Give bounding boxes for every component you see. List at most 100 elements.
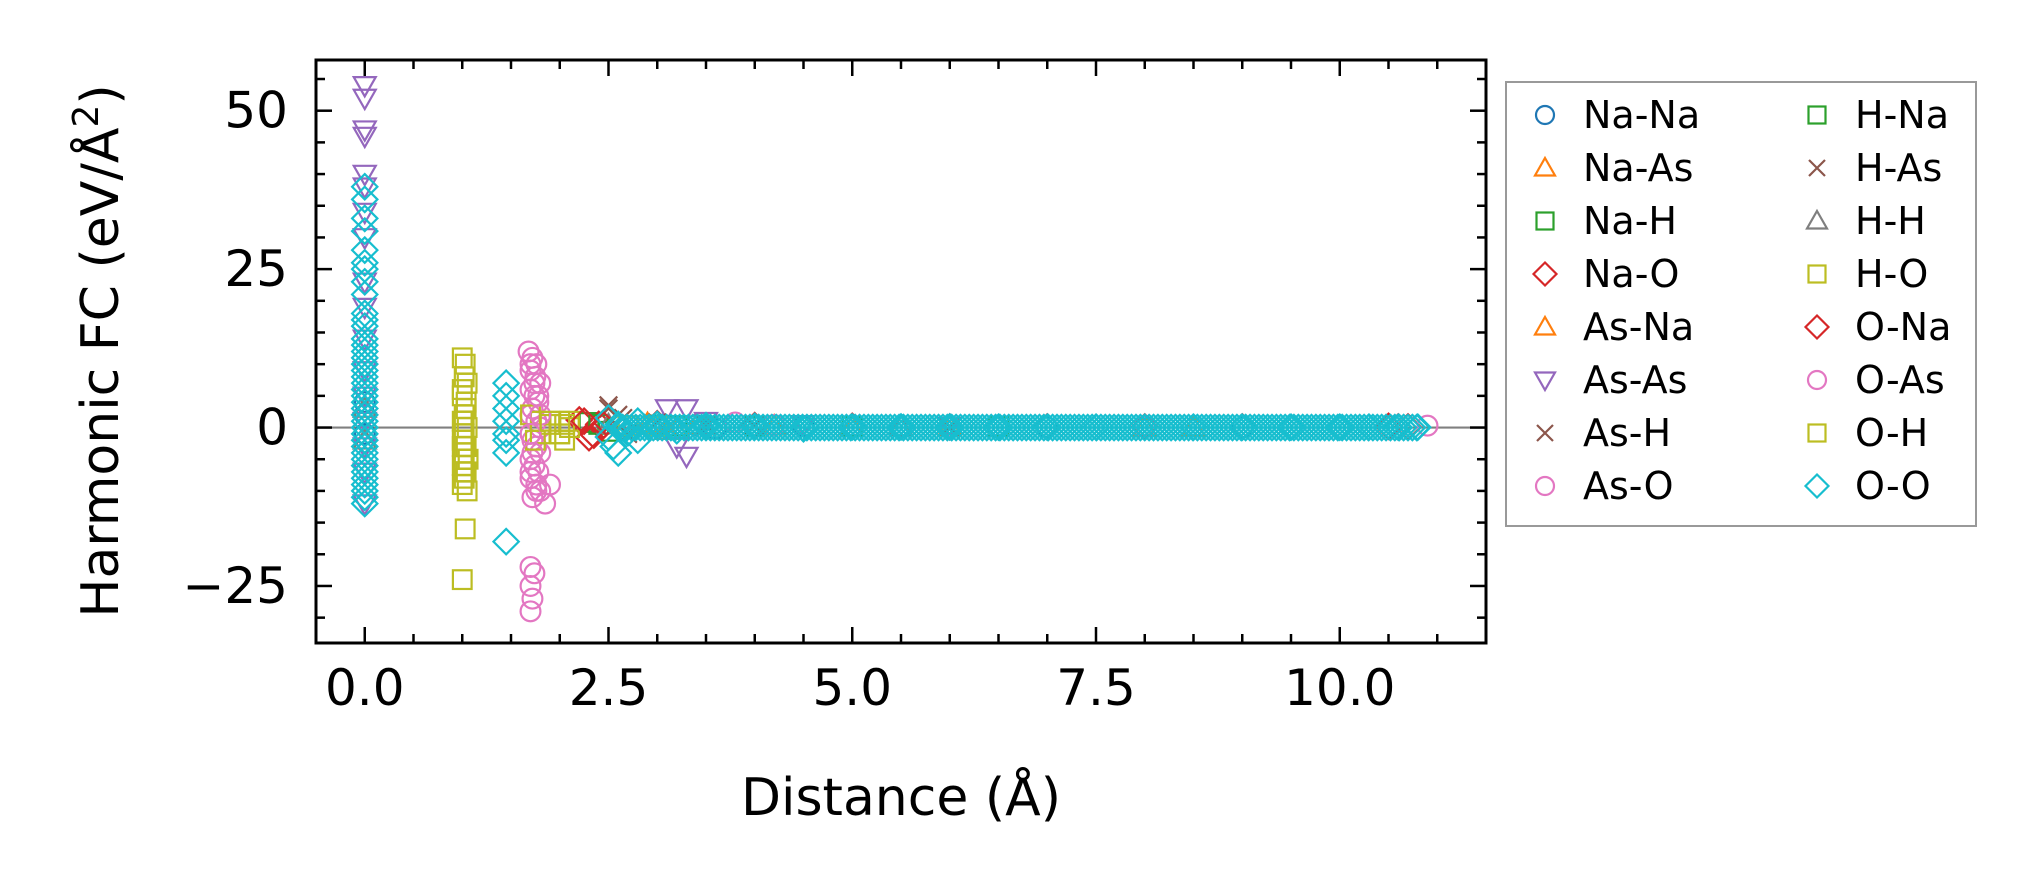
marker-o-o bbox=[491, 419, 521, 449]
legend-marker-as-h bbox=[1536, 424, 1554, 442]
marker-o-o bbox=[1402, 413, 1431, 442]
marker-o-o bbox=[350, 489, 379, 518]
y-tick-label: 0 bbox=[256, 399, 288, 457]
marker-as-as bbox=[673, 399, 700, 422]
marker-o-o bbox=[491, 407, 521, 436]
legend-marker-as-o bbox=[1534, 475, 1556, 497]
x-tick-label: 2.5 bbox=[569, 659, 649, 717]
y-axis-label: Harmonic FC (eV/Å2) bbox=[66, 84, 131, 617]
legend-marker-na-o bbox=[1531, 260, 1559, 288]
legend: Na-Na Na-As Na-H Na-O As-Na As-As As-H As-O H-Na… bbox=[1505, 81, 1977, 527]
y-tick-label: −25 bbox=[182, 557, 288, 615]
marker-o-h bbox=[453, 461, 475, 483]
legend-label-na-as: Na-As bbox=[1583, 146, 1693, 190]
marker-o-o bbox=[350, 267, 379, 296]
legend-marker-na-as bbox=[1533, 155, 1557, 177]
marker-o-o bbox=[350, 216, 379, 246]
marker-o-o bbox=[350, 476, 379, 506]
legend-label-h-na: H-Na bbox=[1855, 93, 1949, 137]
legend-marker-as-as bbox=[1533, 371, 1557, 393]
legend-marker-o-o bbox=[1803, 472, 1831, 500]
marker-o-o bbox=[350, 483, 379, 512]
legend-label-as-o: As-O bbox=[1583, 464, 1673, 508]
marker-o-o bbox=[1389, 413, 1418, 442]
marker-h-o bbox=[454, 518, 476, 540]
legend-marker-na-h bbox=[1535, 211, 1555, 231]
marker-as-as bbox=[351, 75, 378, 99]
legend-label-h-o: H-O bbox=[1855, 252, 1928, 296]
legend-label-as-as: As-As bbox=[1583, 358, 1687, 402]
marker-as-as bbox=[654, 399, 680, 422]
legend-marker-h-na bbox=[1807, 105, 1827, 125]
marker-as-as bbox=[351, 202, 378, 226]
scatter-markers bbox=[350, 75, 1439, 623]
legend-label-o-na: O-Na bbox=[1855, 305, 1951, 349]
legend-label-h-as: H-As bbox=[1855, 146, 1942, 190]
marker-o-as bbox=[519, 422, 542, 445]
marker-o-o bbox=[350, 235, 379, 265]
marker-o-as bbox=[523, 372, 546, 395]
legend-label-h-h: H-H bbox=[1855, 199, 1926, 243]
legend-marker-h-h bbox=[1805, 208, 1829, 230]
y-tick-label: 25 bbox=[224, 240, 288, 298]
x-tick-label: 0.0 bbox=[325, 659, 405, 717]
marker-o-as bbox=[525, 479, 548, 502]
marker-o-o bbox=[604, 438, 633, 468]
plot-frame bbox=[314, 58, 1488, 645]
marker-as-as bbox=[351, 120, 378, 143]
marker-as-o bbox=[521, 587, 544, 610]
marker-o-h bbox=[451, 436, 473, 458]
marker-as-as bbox=[351, 164, 378, 188]
marker-o-o bbox=[1393, 413, 1423, 442]
marker-o-o bbox=[491, 527, 521, 556]
marker-as-as bbox=[351, 88, 378, 112]
legend-label-as-h: As-H bbox=[1583, 411, 1671, 455]
x-tick-label: 7.5 bbox=[1056, 659, 1136, 717]
marker-as-o bbox=[523, 562, 546, 585]
y-axis-label-sup: 2 bbox=[66, 105, 107, 128]
marker-o-h bbox=[455, 398, 477, 419]
axis-tick-labels: 0.0 2.5 5.0 7.5 10.0 −25 0 25 50 bbox=[182, 82, 1395, 717]
marker-as-as bbox=[351, 177, 378, 200]
marker-as-as bbox=[351, 272, 378, 296]
marker-as-o bbox=[521, 486, 544, 509]
marker-o-o bbox=[350, 204, 379, 233]
marker-as-as bbox=[351, 297, 378, 321]
x-tick-label: 10.0 bbox=[1284, 659, 1395, 717]
marker-o-o bbox=[599, 432, 628, 461]
y-axis-label-main: Harmonic FC (eV/Å bbox=[69, 127, 131, 618]
marker-h-o bbox=[451, 474, 473, 496]
marker-o-o bbox=[1398, 413, 1427, 442]
legend-label-na-h: Na-H bbox=[1583, 199, 1677, 243]
legend-frame bbox=[1505, 81, 1977, 527]
marker-as-as bbox=[351, 329, 378, 353]
legend-marker-o-h bbox=[1807, 423, 1827, 443]
marker-h-o bbox=[451, 569, 473, 591]
marker-as-o bbox=[519, 574, 542, 597]
legend-marker-h-o bbox=[1807, 264, 1827, 284]
legend-marker-as-na bbox=[1533, 314, 1557, 336]
marker-o-o bbox=[691, 411, 721, 440]
marker-o-h bbox=[549, 423, 571, 445]
legend-marker-h-as bbox=[1808, 159, 1826, 177]
legend-label-o-as: O-As bbox=[1855, 358, 1945, 402]
legend-marker-na-na bbox=[1534, 104, 1556, 126]
marker-o-o bbox=[491, 438, 521, 468]
marker-o-o bbox=[350, 248, 379, 277]
marker-o-o bbox=[491, 426, 521, 455]
legend-label-o-h: O-H bbox=[1855, 411, 1928, 455]
legend-label-na-o: Na-O bbox=[1583, 252, 1679, 296]
legend-marker-o-na bbox=[1803, 313, 1831, 341]
marker-o-na bbox=[569, 407, 599, 436]
marker-o-o bbox=[350, 185, 379, 214]
marker-as-o bbox=[525, 473, 548, 496]
marker-na-na bbox=[353, 422, 376, 445]
x-axis-label: Distance (Å) bbox=[741, 766, 1061, 828]
marker-as-as bbox=[351, 126, 378, 150]
y-tick-label: 50 bbox=[224, 82, 288, 140]
legend-label-na-na: Na-Na bbox=[1583, 93, 1700, 137]
marker-as-o bbox=[519, 600, 542, 623]
marker-as-as bbox=[673, 446, 700, 470]
y-axis-label-close: ) bbox=[71, 84, 131, 104]
